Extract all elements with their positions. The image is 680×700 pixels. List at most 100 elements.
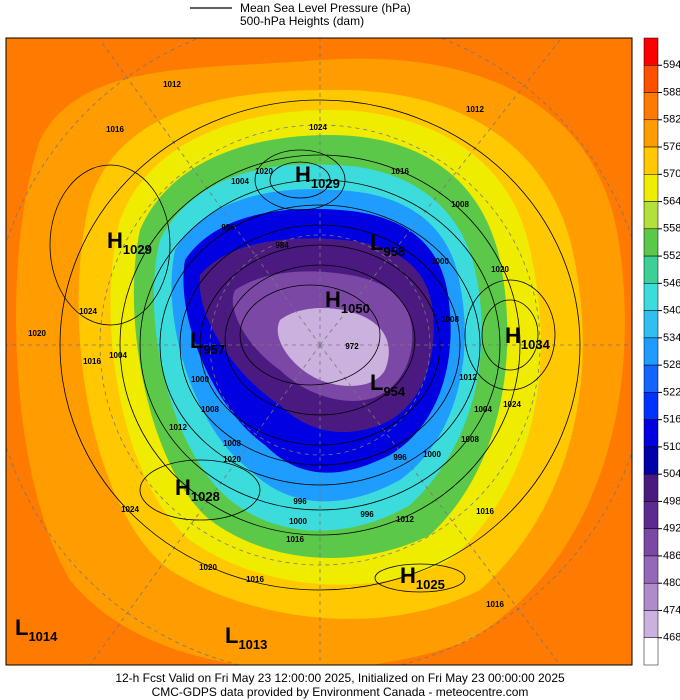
- center-value: 954: [383, 384, 405, 399]
- center-letter: L: [190, 328, 203, 353]
- colorbar-label: 582: [663, 114, 680, 126]
- contour-label: 996: [221, 223, 235, 232]
- colorbar-box: [643, 283, 659, 311]
- colorbar-box: [643, 337, 659, 366]
- center-letter: H: [107, 228, 123, 253]
- pressure-center: H1050: [325, 287, 370, 316]
- colorbar-label: 546: [663, 277, 680, 289]
- colorbar-box: [643, 637, 659, 666]
- colorbar-label: 498: [663, 495, 680, 507]
- center-letter: H: [505, 323, 521, 348]
- colorbar-box: [643, 37, 659, 66]
- contour-label: 1016: [246, 575, 264, 584]
- map: 1012 1016 1024 1020 1004 1016 1012 1008 996 984 10…: [6, 38, 632, 665]
- pressure-center: L954: [370, 370, 406, 399]
- colorbar-box: [643, 610, 659, 638]
- colorbar-box: [643, 92, 659, 121]
- center-letter: L: [15, 615, 28, 640]
- colorbar-box: [643, 555, 659, 584]
- colorbar-box: [643, 65, 659, 93]
- colorbar-box: [643, 501, 659, 529]
- colorbar-box: [643, 528, 659, 557]
- contour-label: 1016: [286, 535, 304, 544]
- center-value: 1013: [238, 637, 267, 652]
- colorbar-label: 516: [663, 414, 680, 426]
- colorbar: 594 588 582 576 570 564 558 552 546 540 534 528 522 5…: [643, 37, 680, 666]
- colorbar-label: 468: [663, 632, 680, 644]
- center-letter: L: [225, 623, 238, 648]
- colorbar-box: [643, 419, 659, 448]
- contour-label: 996: [293, 497, 307, 506]
- colorbar-box: [643, 446, 659, 475]
- contour-label: 1024: [503, 400, 521, 409]
- contour-label: 1020: [199, 563, 217, 572]
- colorbar-box: [643, 228, 659, 257]
- colorbar-label: 564: [663, 195, 680, 207]
- contour-label: 1016: [83, 357, 101, 366]
- pressure-center: H1028: [175, 475, 220, 504]
- contour-label: 1004: [231, 177, 249, 186]
- map-labels: 1012 1016 1024 1020 1004 1016 1012 1008 996 984 10…: [15, 80, 551, 652]
- isobars: [49, 99, 581, 593]
- contour-label: 1008: [223, 439, 241, 448]
- contour-label: 1020: [255, 167, 273, 176]
- fill-band: [277, 308, 389, 386]
- center-value: 1025: [416, 577, 445, 592]
- colorbar-box: [643, 364, 659, 393]
- center-letter: H: [295, 162, 311, 187]
- colorbar-label: 528: [663, 359, 680, 371]
- contour-label: 1008: [461, 435, 479, 444]
- contour-label: 1008: [441, 315, 459, 324]
- colorbar-label: 522: [663, 386, 680, 398]
- graticule: [6, 38, 632, 665]
- pressure-center: L958: [370, 230, 405, 259]
- colorbar-label: 534: [663, 332, 680, 344]
- legend-heights: 500-hPa Heights (dam): [240, 14, 364, 28]
- pressure-center: H1025: [400, 563, 445, 592]
- contour-label: 1012: [396, 515, 414, 524]
- footer-line: CMC-GDPS data provided by Environment Ca…: [152, 685, 529, 699]
- pressure-center: H1029: [107, 228, 152, 257]
- colorbar-label: 510: [663, 441, 680, 453]
- colorbar-label: 486: [663, 550, 680, 562]
- contour-label: 1020: [223, 455, 241, 464]
- footer-line: 12-h Fcst Valid on Fri May 23 12:00:00 2…: [115, 671, 565, 685]
- contour-label: 1020: [491, 265, 509, 274]
- colorbar-label: 552: [663, 250, 680, 262]
- contour-label: 1024: [79, 307, 97, 316]
- contour-label: 1000: [423, 450, 441, 459]
- center-letter: L: [370, 370, 383, 395]
- contour-label: 1004: [109, 351, 127, 360]
- center-value: 958: [383, 244, 405, 259]
- contour-label: 996: [393, 453, 407, 462]
- contour-label: 1016: [486, 600, 504, 609]
- contour-label: 1012: [466, 105, 484, 114]
- contour-label: 1020: [28, 329, 46, 338]
- colorbar-box: [643, 146, 659, 175]
- contour-label: 1016: [391, 167, 409, 176]
- contour-label: 1000: [289, 517, 307, 526]
- colorbar-box: [643, 174, 659, 202]
- pressure-center: L1014: [15, 615, 58, 644]
- contour-label: 996: [360, 510, 374, 519]
- center-value: 1050: [341, 301, 370, 316]
- contour-label: 1008: [201, 405, 219, 414]
- colorbar-label: 540: [663, 305, 680, 317]
- colorbar-box: [643, 119, 659, 148]
- colorbar-box: [643, 310, 659, 339]
- colorbar-label: 504: [663, 468, 680, 480]
- colorbar-label: 570: [663, 168, 680, 180]
- center-value: 957: [203, 342, 225, 357]
- pressure-center: L1013: [225, 623, 267, 652]
- contour-label: 1012: [169, 423, 187, 432]
- center-letter: L: [370, 230, 383, 255]
- legend-mslp: Mean Sea Level Pressure (hPa): [240, 1, 411, 15]
- center-value: 1034: [521, 337, 551, 352]
- colorbar-label: 474: [663, 604, 680, 616]
- colorbar-box: [643, 255, 659, 284]
- colorbar-label: 588: [663, 86, 680, 98]
- contour-label: 972: [345, 342, 359, 351]
- contour-label: 1004: [474, 405, 492, 414]
- colorbar-box: [643, 201, 659, 230]
